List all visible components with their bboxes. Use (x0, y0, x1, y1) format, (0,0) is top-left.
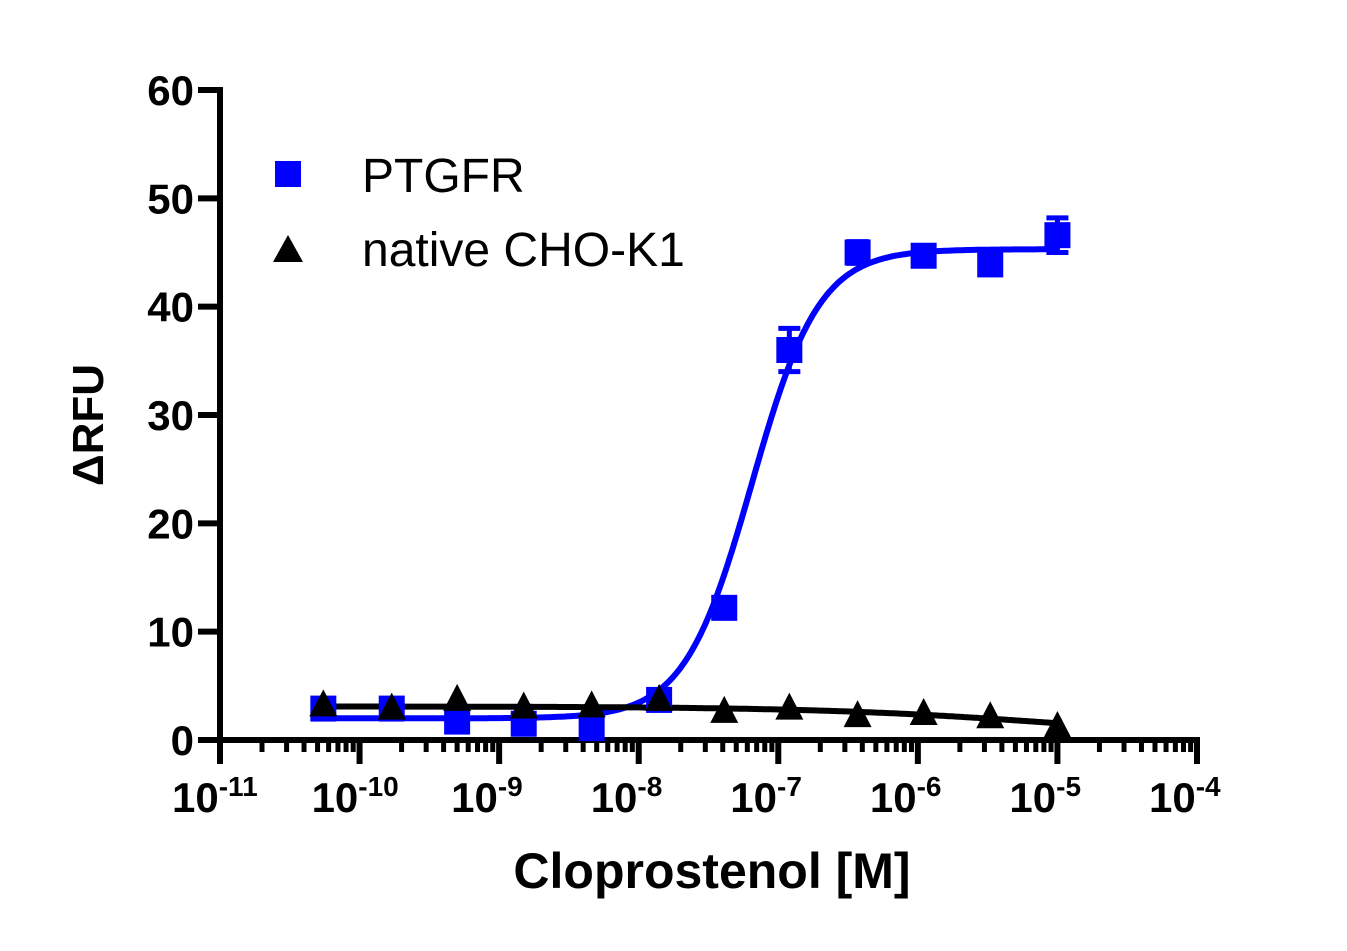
data-point-ptgfr (444, 708, 471, 735)
x-tick-label: 10-11 (172, 771, 258, 821)
data-point-ptgfr (844, 239, 871, 266)
data-point-native (509, 691, 538, 719)
y-tick-label: 20 (147, 500, 194, 547)
data-point-native (843, 700, 872, 728)
data-point-ptgfr (776, 337, 803, 363)
y-tick-label: 60 (147, 67, 194, 114)
y-tick-label: 50 (147, 175, 194, 222)
x-tick-label: 10-10 (312, 771, 399, 821)
data-point-native (309, 689, 338, 717)
y-axis-label: ΔRFU (64, 364, 113, 486)
data-point-ptgfr (711, 594, 738, 621)
fit-curve-ptgfr (323, 246, 1058, 722)
data-point-ptgfr (578, 715, 605, 742)
y-tick-label: 40 (147, 284, 194, 331)
data-point-ptgfr (977, 251, 1004, 278)
data-point-native (443, 683, 472, 711)
x-tick-label: 10-4 (1149, 771, 1221, 821)
data-point-native (710, 695, 739, 723)
legend-label-native: native CHO-K1 (362, 224, 685, 277)
legend-marker-ptgfr (275, 161, 301, 187)
data-point-ptgfr (910, 242, 937, 269)
data-point-native (976, 701, 1005, 729)
data-point-native (645, 683, 674, 711)
data-point-native (377, 692, 406, 720)
y-tick-label: 0 (171, 717, 194, 764)
legend-label-ptgfr: PTGFR (362, 150, 525, 203)
legend: PTGFR native CHO-K1 (273, 150, 685, 277)
axes: 0 10 20 30 40 50 60 10-11 10-10 10-9 10-8 10-7 10-6 1… (147, 67, 1221, 821)
data-points (309, 215, 1072, 742)
data-point-native (577, 690, 606, 718)
y-tick-label: 10 (147, 609, 194, 656)
legend-marker-native (273, 235, 303, 262)
x-tick-label: 10-9 (451, 771, 523, 821)
y-tick-label: 30 (147, 392, 194, 439)
data-point-native (909, 698, 938, 725)
fit-curves (323, 246, 1058, 727)
x-tick-label: 10-7 (730, 771, 802, 821)
x-tick-label: 10-8 (591, 771, 663, 821)
data-point-native (1043, 711, 1072, 738)
data-point-ptgfr (1044, 222, 1071, 249)
data-point-native (775, 692, 804, 720)
x-tick-label: 10-6 (870, 771, 942, 821)
x-tick-label: 10-5 (1009, 771, 1081, 821)
x-axis-label: Cloprostenol [M] (513, 843, 910, 899)
